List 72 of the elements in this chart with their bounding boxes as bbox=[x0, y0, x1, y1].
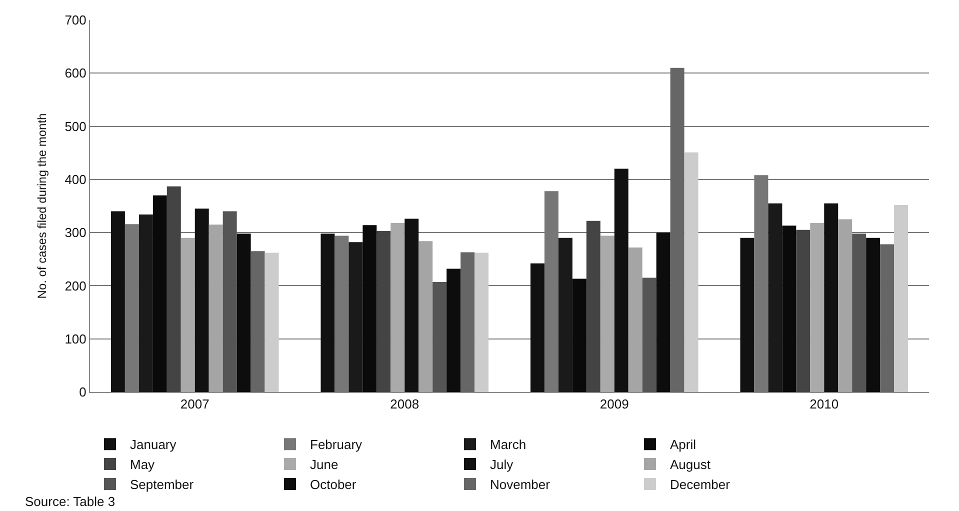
x-tick-label: 2010 bbox=[810, 396, 839, 412]
bar bbox=[180, 238, 195, 392]
bar bbox=[166, 186, 181, 392]
x-tick-label: 2007 bbox=[180, 396, 210, 412]
bar bbox=[768, 203, 782, 392]
source-note: Source: Table 3 bbox=[25, 494, 116, 509]
bar bbox=[250, 251, 265, 392]
bar bbox=[628, 247, 642, 392]
y-tick-label: 300 bbox=[64, 225, 86, 240]
bar bbox=[138, 214, 153, 392]
bar bbox=[894, 204, 908, 392]
bar bbox=[572, 278, 586, 392]
legend-label: June bbox=[310, 457, 338, 472]
bar bbox=[418, 241, 433, 392]
bar bbox=[110, 211, 125, 392]
y-tick-label: 200 bbox=[64, 278, 86, 294]
legend-label: April bbox=[670, 437, 696, 452]
y-tick-label: 600 bbox=[64, 66, 86, 81]
bar bbox=[390, 223, 405, 392]
y-tick-label: 500 bbox=[64, 118, 86, 134]
x-tick-label: 2009 bbox=[600, 396, 629, 412]
bar bbox=[796, 230, 810, 392]
bar bbox=[866, 238, 880, 392]
bar bbox=[838, 219, 852, 392]
legend-label: July bbox=[490, 457, 514, 472]
bar bbox=[656, 232, 670, 392]
bar bbox=[782, 226, 796, 392]
bar bbox=[446, 268, 461, 392]
bar bbox=[530, 263, 544, 392]
bar bbox=[236, 234, 251, 392]
legend-label: December bbox=[670, 477, 731, 492]
bar bbox=[474, 252, 489, 392]
bar bbox=[362, 225, 377, 392]
bar bbox=[642, 278, 656, 392]
bar bbox=[614, 168, 628, 392]
bar bbox=[222, 211, 237, 392]
bar bbox=[670, 68, 684, 392]
y-axis-title: No. of cases filed during the month bbox=[34, 113, 49, 299]
bar bbox=[460, 252, 475, 392]
legend-label: May bbox=[130, 457, 156, 472]
bar bbox=[880, 244, 894, 392]
bar bbox=[376, 230, 391, 392]
bar bbox=[852, 234, 866, 392]
bar bbox=[124, 224, 139, 392]
bar bbox=[600, 236, 614, 392]
legend-label: August bbox=[670, 457, 711, 472]
legend-label: January bbox=[130, 437, 177, 452]
legend-label: March bbox=[490, 437, 526, 452]
bar bbox=[404, 218, 419, 392]
y-tick-label: 400 bbox=[64, 172, 86, 187]
y-tick-label: 700 bbox=[64, 12, 86, 28]
legend-label: September bbox=[130, 477, 194, 492]
bar bbox=[810, 223, 824, 392]
x-tick-label: 2008 bbox=[390, 396, 420, 412]
legend-label: October bbox=[310, 477, 357, 492]
bar bbox=[208, 224, 223, 392]
bar bbox=[824, 203, 838, 392]
bar bbox=[152, 195, 167, 392]
y-tick-label: 0 bbox=[79, 384, 86, 400]
bar bbox=[684, 152, 698, 392]
bar bbox=[320, 234, 335, 392]
y-tick-label: 100 bbox=[64, 331, 86, 346]
bar bbox=[740, 238, 754, 392]
bar bbox=[586, 220, 600, 392]
legend-label: November bbox=[490, 477, 551, 492]
bar bbox=[348, 242, 363, 392]
legend-label: February bbox=[310, 437, 363, 452]
bar bbox=[194, 208, 209, 392]
bar bbox=[264, 252, 279, 392]
bar bbox=[334, 236, 349, 392]
bar bbox=[432, 282, 447, 392]
bar bbox=[558, 238, 572, 392]
